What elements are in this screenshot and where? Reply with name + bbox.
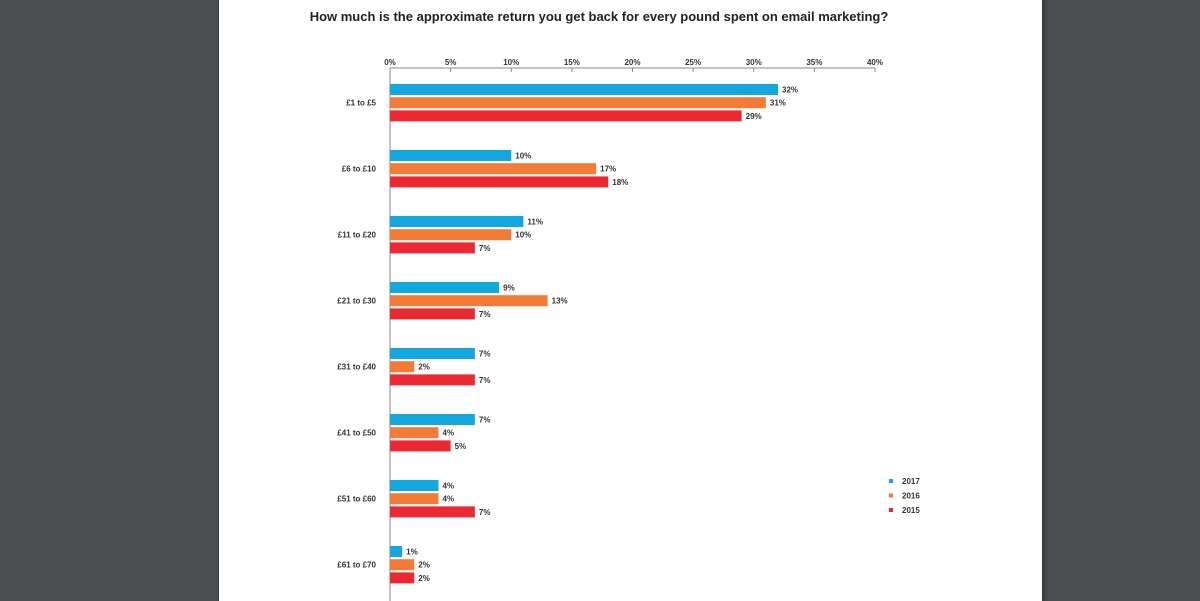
data-label: 1%	[406, 548, 418, 557]
category-label: £11 to £20	[338, 231, 377, 240]
category-label: £61 to £70	[337, 561, 376, 570]
bar-2017	[390, 216, 524, 227]
data-label: 7%	[479, 376, 491, 385]
category-label: £31 to £40	[337, 363, 376, 372]
x-tick-label: 40%	[867, 58, 883, 67]
data-label: 13%	[552, 297, 568, 306]
bar-2015	[390, 308, 475, 320]
data-label: 7%	[479, 350, 491, 359]
chart-title: How much is the approximate return you g…	[310, 9, 889, 24]
legend-swatch	[889, 493, 893, 498]
bar-2015	[390, 440, 451, 452]
data-label: 2%	[418, 574, 430, 583]
bar-2016	[390, 361, 415, 373]
data-label: 4%	[443, 429, 455, 438]
x-tick-label: 20%	[624, 58, 640, 67]
data-label: 7%	[479, 310, 491, 319]
category-label: £41 to £50	[337, 429, 376, 438]
category-label: £51 to £60	[337, 495, 376, 504]
x-axis: 0% 5% 10% 15% 20% 25% 30% 35% 40%	[384, 58, 883, 601]
data-label: 9%	[503, 284, 515, 293]
x-tick-label: 15%	[564, 58, 580, 67]
bar-2017	[390, 84, 778, 95]
bar-2017	[390, 546, 403, 557]
data-label: 7%	[479, 244, 491, 253]
x-tick-label: 0%	[384, 58, 396, 67]
document-page: How much is the approximate return you g…	[219, 0, 1042, 601]
bar-2015	[390, 242, 475, 254]
category-labels: £1 to £5 £6 to £10 £11 to £20 £21 to £30 £31…	[337, 99, 376, 570]
bar-2016	[390, 97, 766, 109]
data-label: 11%	[527, 218, 543, 227]
data-label: 17%	[600, 165, 616, 174]
bar-2017	[390, 480, 439, 491]
legend-swatch	[889, 508, 893, 512]
legend-label: 2016	[902, 492, 920, 501]
data-label: 10%	[515, 152, 531, 161]
data-label: 18%	[612, 178, 628, 187]
data-label: 10%	[515, 231, 531, 240]
bar-2016	[390, 163, 597, 175]
bar-2015	[390, 176, 609, 188]
bar-2016	[390, 295, 548, 307]
x-tick-label: 10%	[503, 58, 519, 67]
bar-2015	[390, 110, 742, 122]
data-label: 32%	[782, 86, 798, 95]
bar-2015	[390, 572, 415, 584]
data-label: 7%	[479, 416, 491, 425]
x-tick-label: 25%	[685, 58, 701, 67]
x-tick-label: 35%	[806, 58, 822, 67]
data-label: 4%	[443, 482, 455, 491]
x-tick-label: 30%	[746, 58, 762, 67]
legend-label: 2017	[902, 477, 920, 486]
data-labels: 32% 31% 29% 10% 17% 18% 11% 10% 7% 9% 13% 7% 7% 2% 7% 7…	[406, 86, 798, 583]
legend: 2017 2016 2015	[889, 477, 920, 515]
data-label: 5%	[455, 442, 467, 451]
bar-2016	[390, 559, 415, 571]
bar-2016	[390, 493, 439, 505]
bar-2017	[390, 348, 475, 359]
bar-2016	[390, 229, 512, 241]
bar-2017	[390, 282, 500, 293]
x-tick-label: 5%	[445, 58, 457, 67]
legend-swatch	[889, 479, 893, 483]
category-label: £1 to £5	[346, 99, 376, 108]
data-label: 31%	[770, 99, 786, 108]
bar-chart: How much is the approximate return you g…	[310, 9, 920, 601]
data-label: 2%	[418, 363, 430, 372]
bar-2016	[390, 427, 439, 439]
category-label: £6 to £10	[342, 165, 377, 174]
bar-2017	[390, 414, 475, 425]
bar-2015	[390, 374, 475, 386]
bar-2017	[390, 150, 512, 161]
data-label: 29%	[746, 112, 762, 121]
bars	[390, 84, 778, 584]
legend-label: 2015	[902, 506, 920, 515]
bar-2015	[390, 506, 475, 518]
data-label: 2%	[418, 561, 430, 570]
category-label: £21 to £30	[337, 297, 376, 306]
data-label: 4%	[443, 495, 455, 504]
data-label: 7%	[479, 508, 491, 517]
